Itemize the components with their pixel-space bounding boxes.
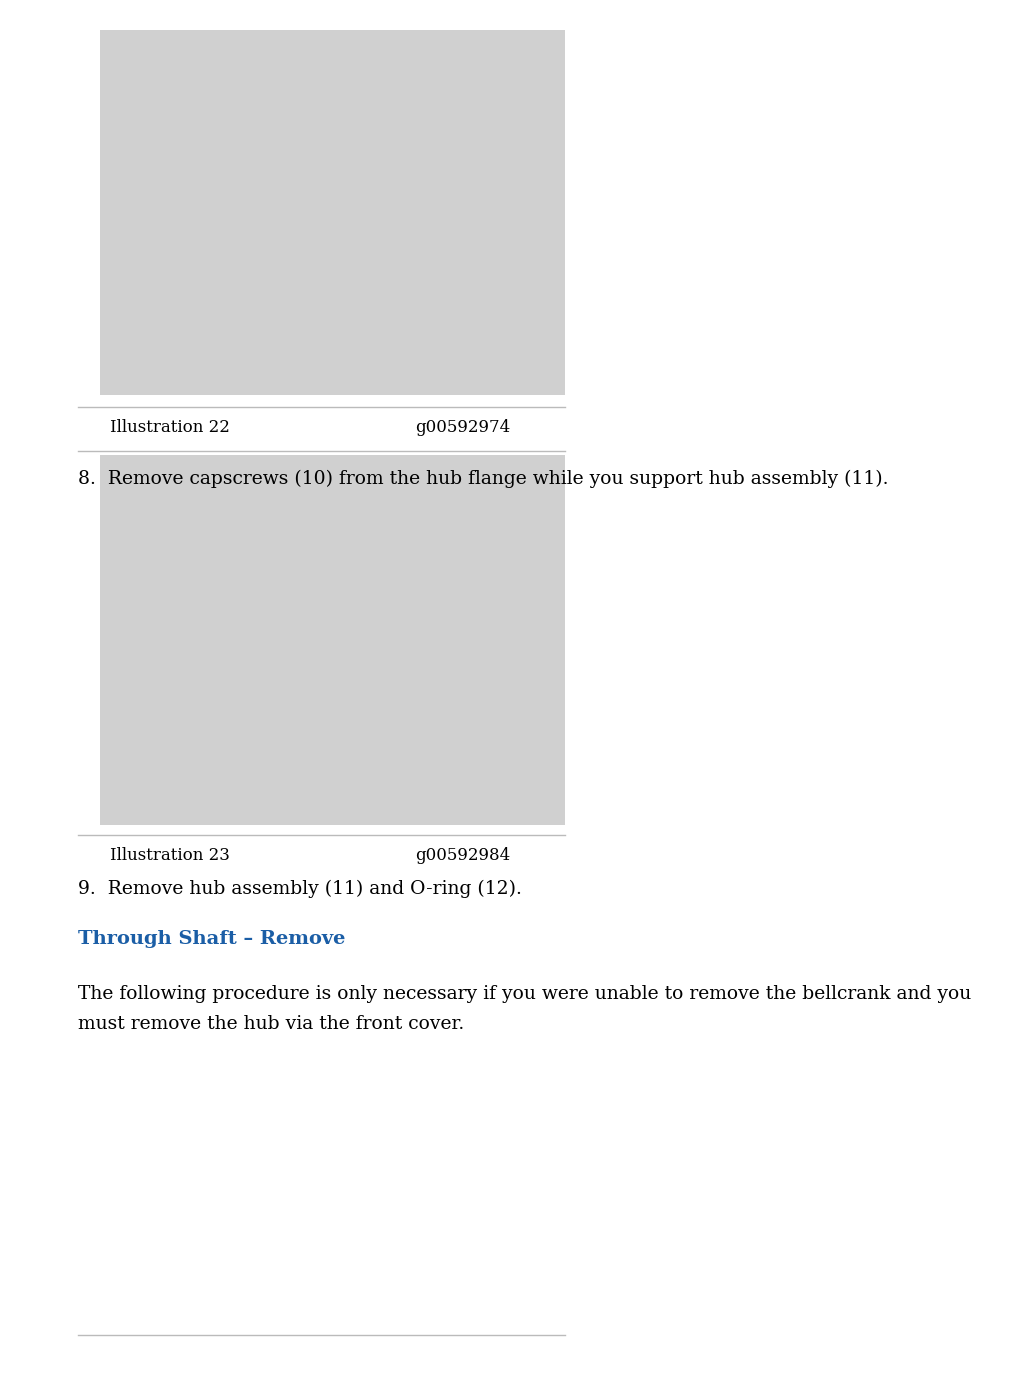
Text: The following procedure is only necessary if you were unable to remove the bellc: The following procedure is only necessar…	[78, 986, 971, 1002]
Text: must remove the hub via the front cover.: must remove the hub via the front cover.	[78, 1015, 464, 1033]
Text: g00592974: g00592974	[415, 419, 510, 435]
Text: g00592984: g00592984	[415, 847, 510, 864]
Text: Through Shaft – Remove: Through Shaft – Remove	[78, 930, 345, 948]
Text: 9.  Remove hub assembly (11) and O-ring (12).: 9. Remove hub assembly (11) and O-ring (…	[78, 881, 522, 899]
Text: Illustration 23: Illustration 23	[110, 847, 229, 864]
Text: 8.  Remove capscrews (10) from the hub flange while you support hub assembly (11: 8. Remove capscrews (10) from the hub fl…	[78, 470, 889, 489]
Bar	[100, 29, 565, 395]
Bar	[100, 455, 565, 825]
Text: Illustration 22: Illustration 22	[110, 419, 229, 435]
